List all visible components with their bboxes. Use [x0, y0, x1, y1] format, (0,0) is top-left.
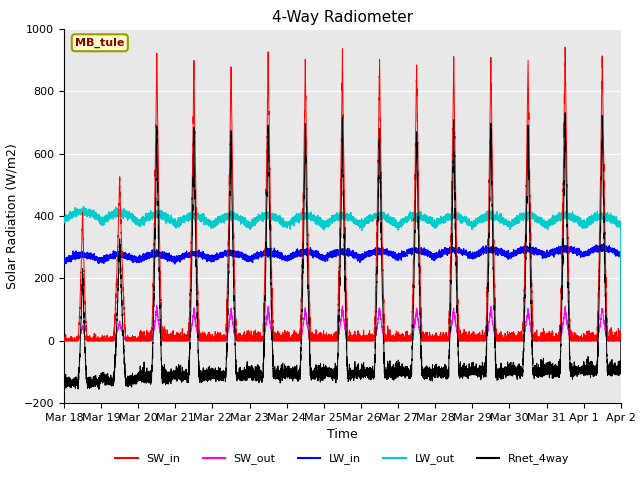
Legend: SW_in, SW_out, LW_in, LW_out, Rnet_4way: SW_in, SW_out, LW_in, LW_out, Rnet_4way	[111, 449, 574, 469]
X-axis label: Time: Time	[327, 429, 358, 442]
Text: MB_tule: MB_tule	[75, 37, 125, 48]
Title: 4-Way Radiometer: 4-Way Radiometer	[272, 10, 413, 25]
Y-axis label: Solar Radiation (W/m2): Solar Radiation (W/m2)	[5, 143, 18, 289]
